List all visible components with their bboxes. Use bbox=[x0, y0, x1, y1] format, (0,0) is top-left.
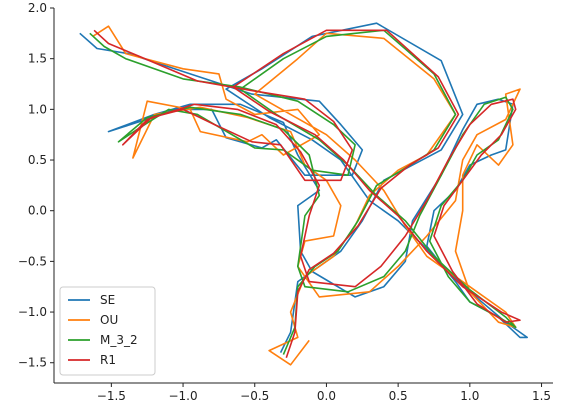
legend-label: R1 bbox=[100, 353, 116, 367]
x-tick-label: 0.5 bbox=[389, 389, 408, 403]
x-tick-label: −0.5 bbox=[240, 389, 269, 403]
x-tick-label: 1.5 bbox=[532, 389, 551, 403]
legend-label: OU bbox=[100, 313, 118, 327]
x-tick-label: 0.0 bbox=[317, 389, 336, 403]
y-tick-label: −1.5 bbox=[18, 356, 47, 370]
x-ticks: −1.5 −1.0 −0.5 0.0 0.5 1.0 1.5 bbox=[97, 383, 551, 403]
x-tick-label: 1.0 bbox=[460, 389, 479, 403]
x-tick-label: −1.0 bbox=[168, 389, 197, 403]
series-line-ou bbox=[92, 25, 521, 366]
legend: SE OU M_3_2 R1 bbox=[59, 286, 156, 376]
x-tick-label: −1.5 bbox=[97, 389, 126, 403]
y-tick-label: 2.0 bbox=[28, 1, 47, 15]
series-line-r1 bbox=[93, 29, 521, 358]
y-tick-label: 0.5 bbox=[28, 153, 47, 167]
series-layer bbox=[79, 22, 528, 366]
y-tick-label: 1.5 bbox=[28, 52, 47, 66]
y-tick-label: −1.0 bbox=[18, 305, 47, 319]
y-tick-label: −0.5 bbox=[18, 254, 47, 268]
legend-label: M_3_2 bbox=[100, 333, 138, 347]
y-tick-label: 0.0 bbox=[28, 204, 47, 218]
legend-box bbox=[59, 286, 156, 376]
y-tick-label: 1.0 bbox=[28, 102, 47, 116]
y-ticks: −1.5 −1.0 −0.5 0.0 0.5 1.0 1.5 2.0 bbox=[18, 1, 54, 370]
legend-label: SE bbox=[100, 293, 115, 307]
